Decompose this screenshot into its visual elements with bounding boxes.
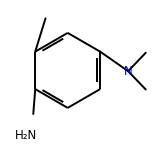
Text: N: N xyxy=(124,65,132,78)
Text: H₂N: H₂N xyxy=(15,129,37,142)
